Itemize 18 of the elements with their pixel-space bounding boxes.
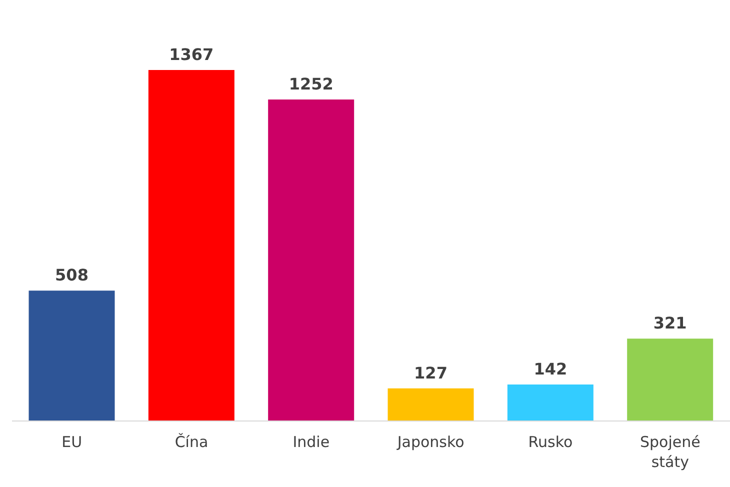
- data-label: 1367: [169, 45, 214, 64]
- bar: [268, 100, 354, 421]
- data-label: 127: [414, 363, 448, 382]
- x-tick-label: EU: [62, 433, 82, 451]
- data-label: 1252: [288, 74, 334, 94]
- bar: [388, 388, 474, 421]
- data-label: 142: [534, 360, 568, 379]
- bar: [148, 70, 234, 421]
- bar: [507, 384, 594, 421]
- x-tick-label: Indie: [292, 433, 330, 451]
- x-tick-label: Japonsko: [396, 433, 464, 451]
- bar: [28, 290, 115, 421]
- x-tick-label: Rusko: [528, 433, 573, 451]
- data-label: 321: [653, 314, 687, 333]
- x-tick-label: Spojené státy: [640, 433, 700, 471]
- data-label: 508: [55, 266, 88, 285]
- x-tick-label: Čína: [174, 433, 208, 451]
- bar: [627, 338, 714, 421]
